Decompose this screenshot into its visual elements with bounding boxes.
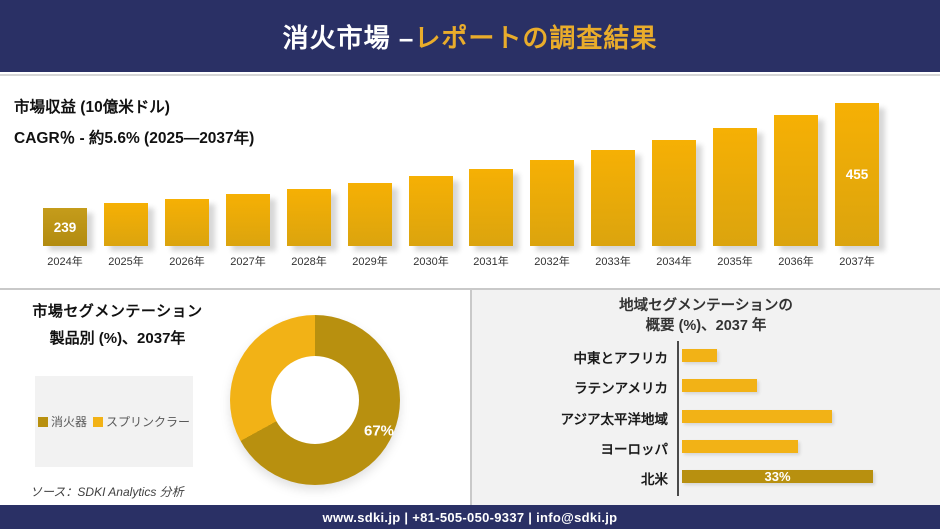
page-title-report: レポートの調査結果 [414, 22, 658, 53]
regional-label-2: アジア太平洋地域 [560, 412, 668, 427]
page-title: 消火市場 –レポートの調査結果 [283, 18, 658, 55]
revenue-x-label-2037年: 2037年 [839, 256, 875, 268]
regional-chart-axis [677, 341, 679, 496]
revenue-bar-2035年 [713, 128, 757, 246]
section-divider-horizontal [0, 288, 940, 290]
revenue-x-label-2024年: 2024年 [47, 256, 83, 268]
header-divider [0, 74, 940, 76]
regional-label-1: ラテンアメリカ [574, 381, 668, 396]
header-banner: 消火市場 –レポートの調査結果 [0, 0, 940, 72]
regional-bar-4: 33% [682, 469, 873, 484]
regional-panel-background [472, 290, 940, 505]
revenue-x-label-2030年: 2030年 [413, 256, 449, 268]
revenue-x-label-2035年: 2035年 [717, 256, 753, 268]
revenue-bar-2026年 [165, 199, 209, 246]
product-chart-title-line2: 製品別 (%)、2037年 [49, 330, 186, 347]
revenue-bar-2033年 [591, 150, 635, 246]
legend-label: スプリンクラー [106, 415, 191, 429]
revenue-bar-2030年 [409, 176, 453, 246]
regional-label-4: 北米 [641, 472, 668, 487]
revenue-value-label: 239 [53, 219, 77, 235]
revenue-bar-2029年 [348, 183, 392, 246]
legend-item-0: 消火器 [37, 413, 87, 430]
section-divider-vertical [470, 290, 472, 505]
page-title-market: 消火市場 – [282, 22, 415, 53]
regional-label-0: 中東とアフリカ [573, 351, 669, 366]
revenue-bar-2037年: 455 [835, 103, 879, 246]
revenue-x-label-2036年: 2036年 [778, 256, 814, 268]
legend-label: 消火器 [50, 415, 87, 429]
donut-value-label: 67% [363, 422, 395, 440]
regional-chart-title-line2: 概要 (%)、2037 年 [645, 318, 767, 334]
revenue-x-label-2029年: 2029年 [352, 256, 388, 268]
footer-contact: www.sdki.jp | +81-505-050-9337 | info@sd… [322, 509, 618, 525]
regional-chart-title-line1: 地域セグメンテーションの [619, 298, 793, 314]
revenue-x-label-2031年: 2031年 [473, 256, 509, 268]
revenue-x-label-2027年: 2027年 [230, 256, 266, 268]
source-note: ソース：SDKI Analytics 分析 [30, 485, 184, 499]
revenue-bar-2031年 [469, 169, 513, 246]
revenue-bar-2024年: 239 [43, 208, 87, 246]
regional-bar-3 [682, 440, 798, 453]
product-chart-legend: 消火器 スプリンクラー [35, 376, 193, 467]
legend-item-1: スプリンクラー [93, 413, 190, 430]
revenue-x-label-2033年: 2033年 [595, 256, 631, 268]
product-chart-title-line1: 市場セグメンテーション [32, 303, 203, 320]
revenue-bar-2025年 [104, 203, 148, 246]
regional-bar-0 [682, 349, 717, 362]
regional-value-label: 33% [764, 469, 791, 484]
revenue-bar-2027年 [226, 194, 270, 246]
donut-hole [271, 356, 359, 444]
revenue-bar-2032年 [530, 160, 574, 246]
revenue-x-label-2034年: 2034年 [656, 256, 692, 268]
legend-swatch-icon [37, 416, 48, 427]
revenue-bar-2036年 [774, 115, 818, 246]
revenue-bar-2034年 [652, 140, 696, 246]
revenue-value-label: 455 [845, 167, 869, 182]
revenue-x-label-2025年: 2025年 [108, 256, 144, 268]
revenue-chart-cagr: CAGR％ - 約5.6% (2025―2037年) [14, 130, 255, 147]
regional-bar-1 [682, 379, 757, 392]
regional-bar-2 [682, 410, 832, 423]
product-donut-wrap: 67% [230, 315, 400, 485]
revenue-x-label-2032年: 2032年 [534, 256, 570, 268]
revenue-x-label-2028年: 2028年 [291, 256, 327, 268]
legend-swatch-icon [93, 416, 103, 427]
revenue-x-label-2026年: 2026年 [169, 256, 205, 268]
revenue-bar-2028年 [287, 189, 331, 246]
revenue-chart-title: 市場収益 (10億米ドル) [14, 99, 170, 116]
regional-label-3: ヨーロッパ [600, 442, 669, 457]
footer-bar: www.sdki.jp | +81-505-050-9337 | info@sd… [0, 505, 940, 529]
